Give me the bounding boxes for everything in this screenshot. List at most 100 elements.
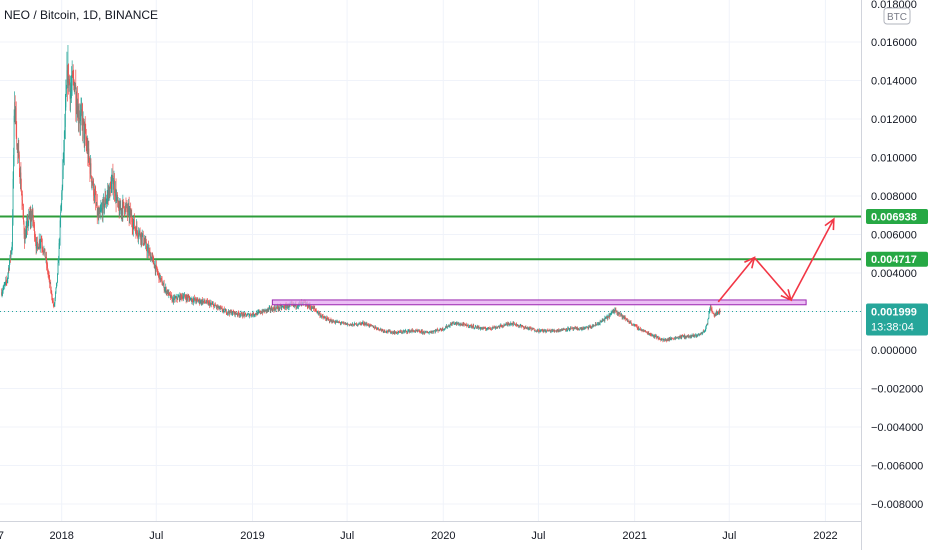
candle-body <box>284 306 285 308</box>
candle-body <box>433 331 434 333</box>
candle-body <box>128 206 129 207</box>
candle-body <box>681 335 683 338</box>
candle-body <box>47 264 48 272</box>
candle-body <box>596 323 597 325</box>
candle-body <box>536 331 538 332</box>
candle-body <box>492 327 494 328</box>
candle-body <box>579 328 581 330</box>
candle-body <box>66 87 67 95</box>
candle-body <box>150 255 152 260</box>
candle-body <box>471 326 473 328</box>
candle-body <box>87 146 89 159</box>
candle-body <box>225 310 227 311</box>
candle-body <box>120 208 122 213</box>
price-tick-label: 0.004000 <box>871 268 917 280</box>
candle-body <box>197 299 198 300</box>
candle-body <box>264 310 265 312</box>
candle-body <box>27 220 29 228</box>
candle-body <box>36 242 38 244</box>
candle-body <box>669 338 671 340</box>
candle-body <box>112 175 114 190</box>
candle-body <box>703 331 705 332</box>
candle-body <box>687 335 689 337</box>
candle-body <box>700 332 702 336</box>
candle-body <box>360 322 362 325</box>
candle-body <box>666 339 668 341</box>
candle-body <box>108 189 110 195</box>
candle-body <box>241 312 242 314</box>
candle-body <box>375 327 377 328</box>
candle-body <box>94 192 95 198</box>
candle-body <box>479 327 481 329</box>
candle-body <box>632 324 633 326</box>
candle-body <box>325 319 327 321</box>
candle-body <box>345 322 347 325</box>
candle-body <box>438 330 440 332</box>
candle-body <box>551 330 553 332</box>
candle-body <box>477 326 479 329</box>
candle-body <box>107 192 109 197</box>
candle-body <box>388 330 389 333</box>
candle-body <box>57 273 58 282</box>
candle-body <box>572 327 574 330</box>
candle-body <box>503 324 505 327</box>
candle-body <box>315 310 317 312</box>
candle-body <box>271 307 273 311</box>
candle-body <box>467 324 469 326</box>
candle-body <box>469 325 471 327</box>
candle-body <box>564 329 566 331</box>
candle-body <box>137 235 139 237</box>
candle-body <box>413 330 414 332</box>
candle-body <box>464 324 466 326</box>
candle-body <box>66 70 68 88</box>
candle-body <box>125 205 126 212</box>
candle-body <box>270 309 272 311</box>
candle-body <box>677 337 679 339</box>
candle-body <box>11 249 12 252</box>
candle-body <box>538 331 540 333</box>
candle-body <box>626 319 628 321</box>
candle-body <box>109 184 111 198</box>
candle-body <box>659 338 661 340</box>
candle-body <box>338 322 340 323</box>
candle-body <box>517 325 518 326</box>
candle-body <box>79 118 80 119</box>
candle-body <box>495 327 497 328</box>
candle-body <box>649 333 651 335</box>
candle-body <box>593 325 595 327</box>
candle-body <box>659 338 661 340</box>
candle-body <box>256 312 258 315</box>
candle-body <box>324 317 325 319</box>
candle-body <box>633 324 634 326</box>
candle-body <box>4 284 6 286</box>
candle-body <box>170 295 172 298</box>
candle-body <box>217 307 219 308</box>
candle-body <box>425 331 427 333</box>
candle-body <box>140 232 142 240</box>
candle-body <box>432 331 434 333</box>
candle-body <box>358 323 360 325</box>
candle-body <box>279 305 281 308</box>
candle-body <box>672 338 674 340</box>
candle-body <box>487 327 489 329</box>
candle-body <box>165 287 167 294</box>
candle-body <box>571 327 572 329</box>
candle-body <box>118 209 120 216</box>
candle-body <box>189 298 191 301</box>
candle-body <box>40 239 42 242</box>
candle-body <box>189 298 191 301</box>
candle-body <box>223 308 225 311</box>
candle-body <box>447 325 449 327</box>
candle-body <box>601 319 603 321</box>
candle-body <box>133 219 135 223</box>
candle-body <box>411 331 412 332</box>
candle-body <box>506 323 508 325</box>
candle-body <box>625 319 627 321</box>
candle-body <box>312 306 313 309</box>
candle-body <box>44 248 46 258</box>
candle-body <box>180 294 182 300</box>
candle-body <box>234 311 236 315</box>
candle-body <box>427 332 429 334</box>
